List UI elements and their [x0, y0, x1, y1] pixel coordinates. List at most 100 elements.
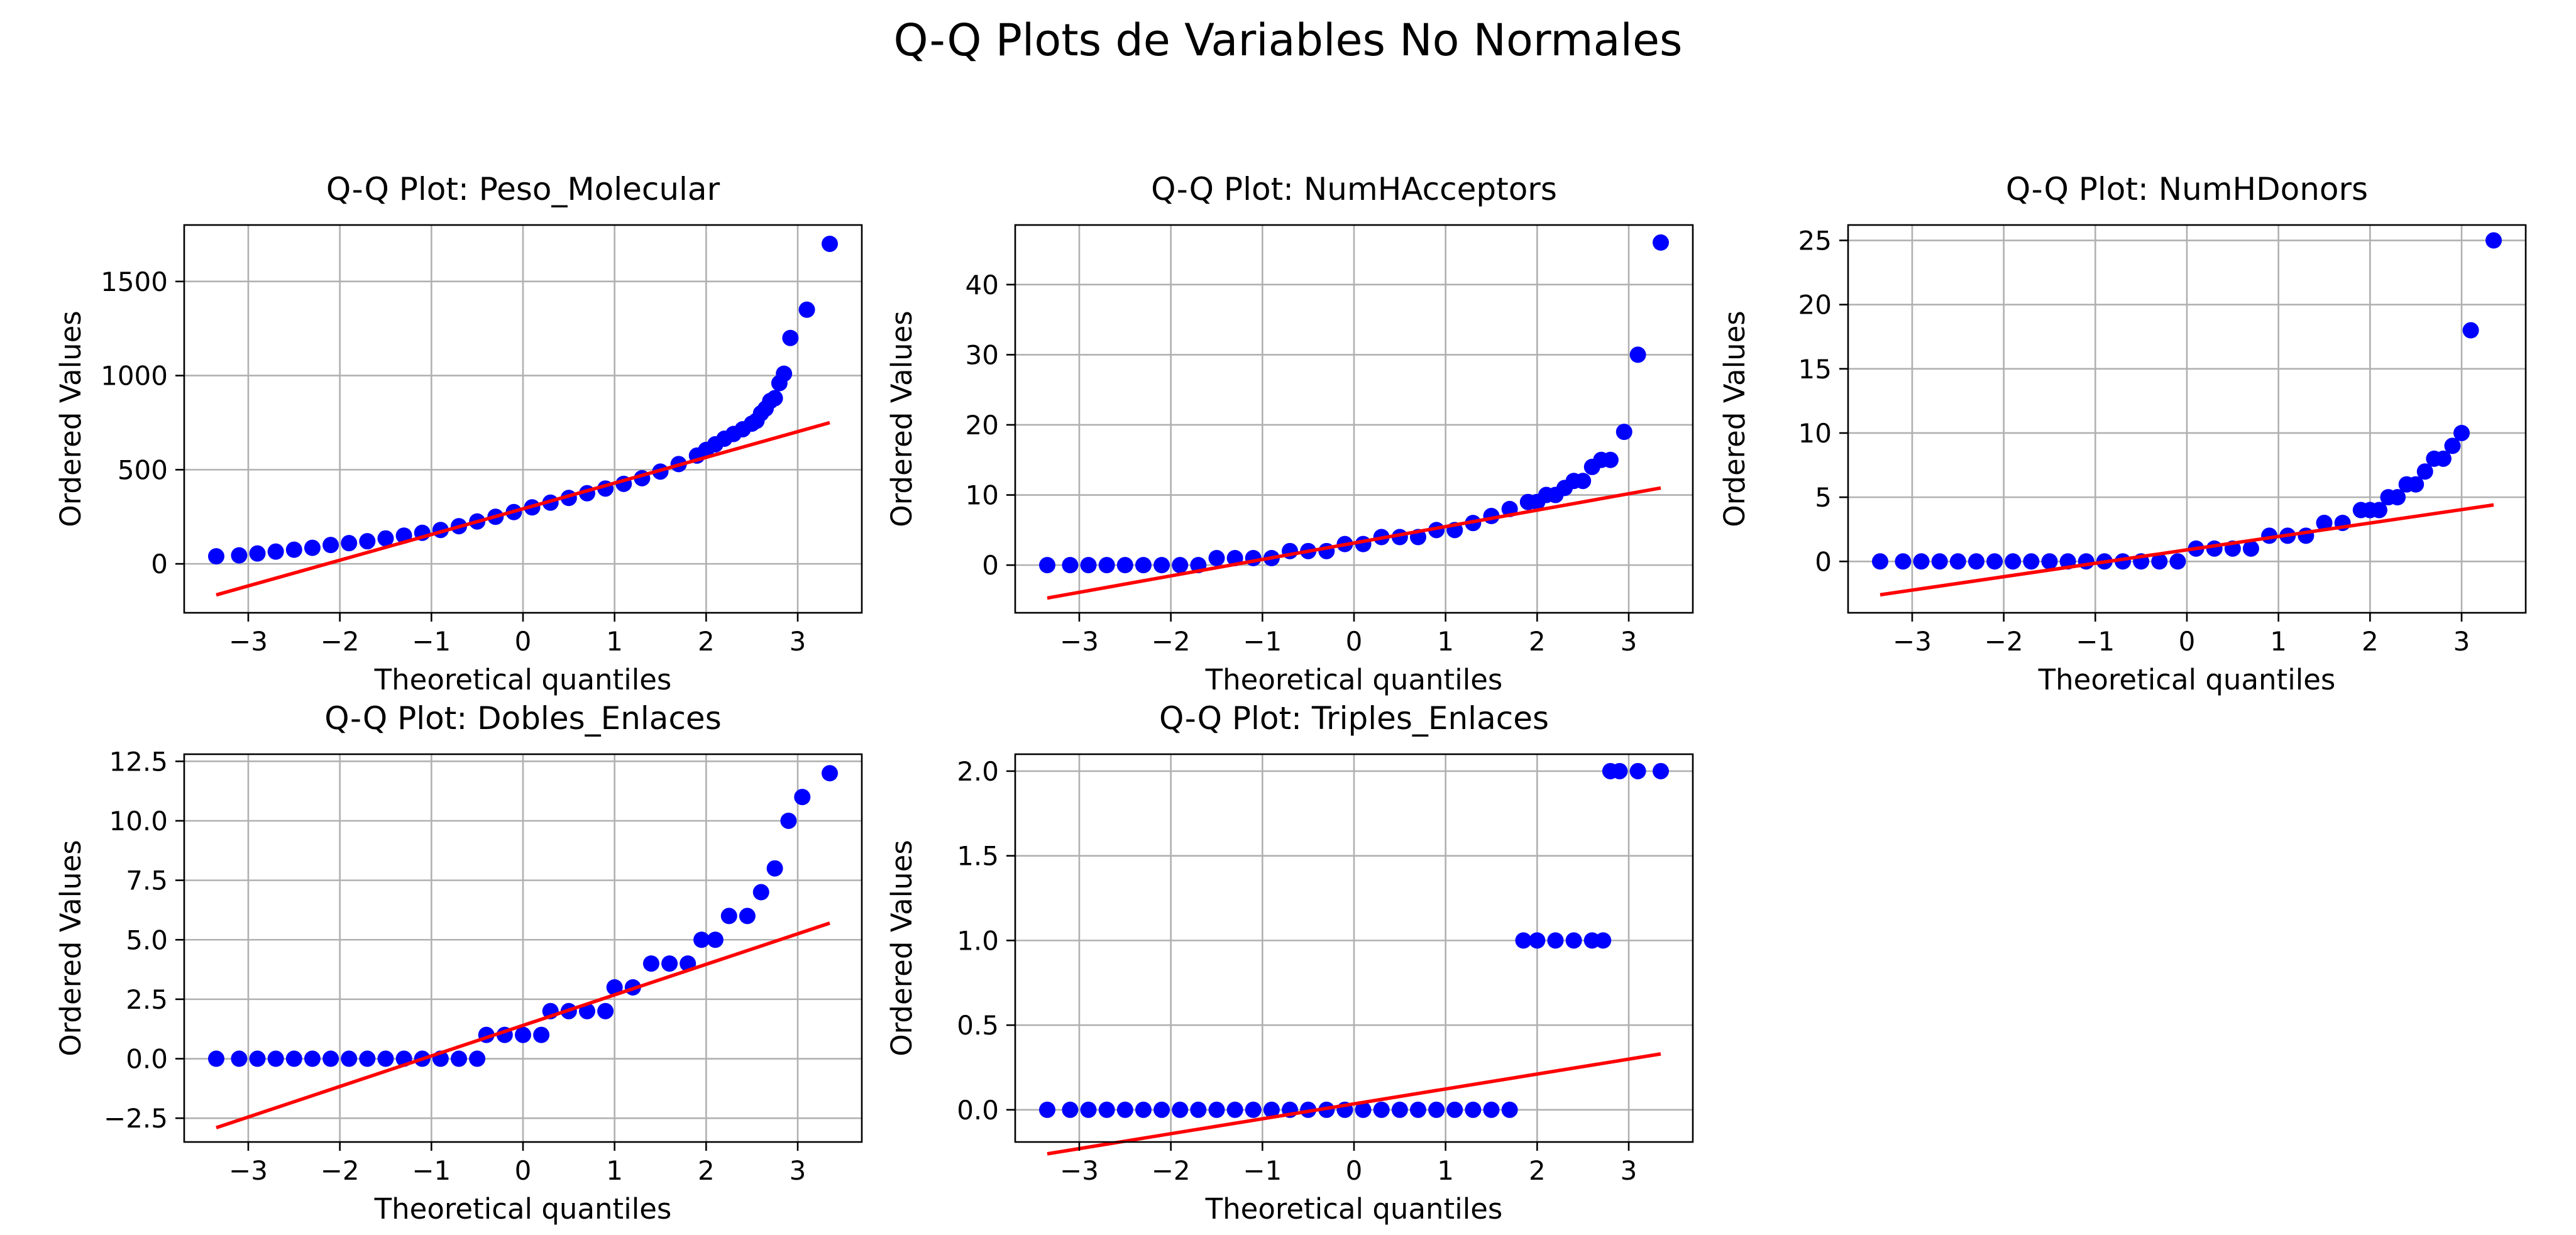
data-point	[1575, 473, 1592, 490]
data-point	[1629, 762, 1646, 779]
data-point	[285, 541, 302, 558]
data-point	[1602, 451, 1619, 468]
data-point	[1547, 932, 1564, 949]
subplot-3: −3 −2 −1 0 1 2 3 0 5 10 15 20 25 Q-Q Plot: NumHDonors…	[1718, 171, 2527, 696]
data-point	[1501, 1101, 1518, 1118]
data-point	[794, 789, 811, 806]
data-point	[766, 390, 783, 407]
data-point	[1629, 346, 1646, 363]
data-point	[1483, 1101, 1500, 1118]
data-point	[267, 543, 284, 560]
x-tick-label: −1	[412, 1155, 451, 1186]
data-point	[822, 765, 839, 782]
x-tick-label: −3	[1893, 626, 1932, 657]
y-tick-label: 12.5	[109, 746, 168, 777]
data-point	[782, 329, 799, 346]
x-tick-label: 1	[606, 626, 623, 657]
data-point	[1135, 557, 1152, 574]
data-point	[207, 1050, 224, 1067]
data-point	[2206, 540, 2223, 557]
data-point	[2462, 322, 2479, 339]
data-point	[597, 1002, 614, 1019]
data-point	[1080, 557, 1097, 574]
x-tick-label: 2	[1529, 1155, 1546, 1186]
x-axis-label: Theoretical quantiles	[374, 663, 672, 696]
x-tick-label: 0	[1346, 626, 1363, 657]
data-point	[606, 979, 623, 996]
data-point	[1409, 1101, 1426, 1118]
data-point	[2169, 553, 2186, 570]
y-tick-label: 0.0	[957, 1095, 999, 1126]
x-tick-label: 1	[1437, 626, 1454, 657]
data-point	[1968, 553, 1984, 570]
data-point	[1391, 1101, 1408, 1118]
y-tick-label: −2.5	[104, 1103, 168, 1134]
subplot-title: Q-Q Plot: Triples_Enlaces	[1159, 700, 1549, 737]
y-tick-label: 2.5	[126, 984, 168, 1015]
data-point	[1428, 1101, 1445, 1118]
data-point	[2485, 232, 2502, 249]
data-point	[752, 884, 769, 901]
data-point	[693, 931, 710, 948]
data-point	[822, 235, 839, 252]
subplot-title: Q-Q Plot: NumHAcceptors	[1151, 171, 1557, 207]
data-point	[1616, 424, 1632, 441]
data-point	[720, 908, 737, 925]
data-point	[322, 1050, 339, 1067]
x-tick-label: −3	[229, 1155, 268, 1186]
data-point	[2435, 450, 2452, 467]
y-tick-label: 2.0	[957, 756, 999, 787]
data-point	[1153, 1101, 1170, 1118]
data-point	[1062, 557, 1079, 574]
x-tick-label: −3	[229, 626, 268, 657]
subplot-title: Q-Q Plot: Peso_Molecular	[326, 171, 720, 207]
data-point	[1986, 553, 2003, 570]
y-tick-label: 10	[966, 480, 999, 511]
data-point	[1038, 557, 1055, 574]
subplot-4: −3 −2 −1 0 1 2 3 −2.5 0.0 2.5 5.0 7.5 10.0 12.5 Q-Q Pl…	[54, 700, 863, 1226]
data-point	[707, 931, 724, 948]
data-point	[2151, 553, 2168, 570]
y-axis-label: Ordered Values	[885, 840, 918, 1056]
data-point	[1931, 553, 1948, 570]
data-point	[2453, 424, 2470, 441]
data-point	[1116, 1101, 1133, 1118]
data-point	[2416, 463, 2433, 480]
data-point	[1565, 932, 1582, 949]
x-axis-label: Theoretical quantiles	[374, 1192, 672, 1226]
y-tick-label: 0	[1815, 546, 1832, 577]
data-point	[1263, 1101, 1280, 1118]
data-point	[1373, 1101, 1390, 1118]
x-tick-label: 2	[1529, 626, 1546, 657]
y-tick-label: 0.0	[126, 1044, 168, 1075]
data-point	[1080, 1101, 1097, 1118]
y-tick-label: 5.0	[126, 925, 168, 955]
data-point	[1595, 932, 1612, 949]
data-point	[1172, 557, 1189, 574]
data-point	[304, 1050, 321, 1067]
data-point	[739, 908, 756, 925]
subplot-5: −3 −2 −1 0 1 2 3 0.0 0.5 1.0 1.5 2.0 Q-Q Plot: Tripl…	[885, 700, 1694, 1226]
x-tick-label: −3	[1060, 1155, 1099, 1186]
data-point	[2316, 514, 2333, 531]
data-point	[322, 537, 339, 554]
data-point	[1208, 1101, 1225, 1118]
data-point	[780, 812, 797, 829]
y-axis-label: Ordered Values	[1718, 310, 1751, 527]
data-point	[341, 535, 358, 552]
data-point	[377, 1050, 394, 1067]
y-tick-label: 20	[1798, 290, 1832, 321]
data-point	[2444, 437, 2461, 454]
data-point	[1172, 1101, 1189, 1118]
x-axis-label: Theoretical quantiles	[2038, 663, 2336, 696]
x-tick-label: 0	[515, 1155, 532, 1186]
x-tick-label: −3	[1060, 626, 1099, 657]
x-tick-label: 0	[1346, 1155, 1363, 1186]
data-point	[267, 1050, 284, 1067]
data-point	[285, 1050, 302, 1067]
x-tick-label: −2	[1984, 626, 2023, 657]
y-axis-label: Ordered Values	[54, 310, 87, 527]
y-tick-label: 0	[151, 549, 168, 579]
